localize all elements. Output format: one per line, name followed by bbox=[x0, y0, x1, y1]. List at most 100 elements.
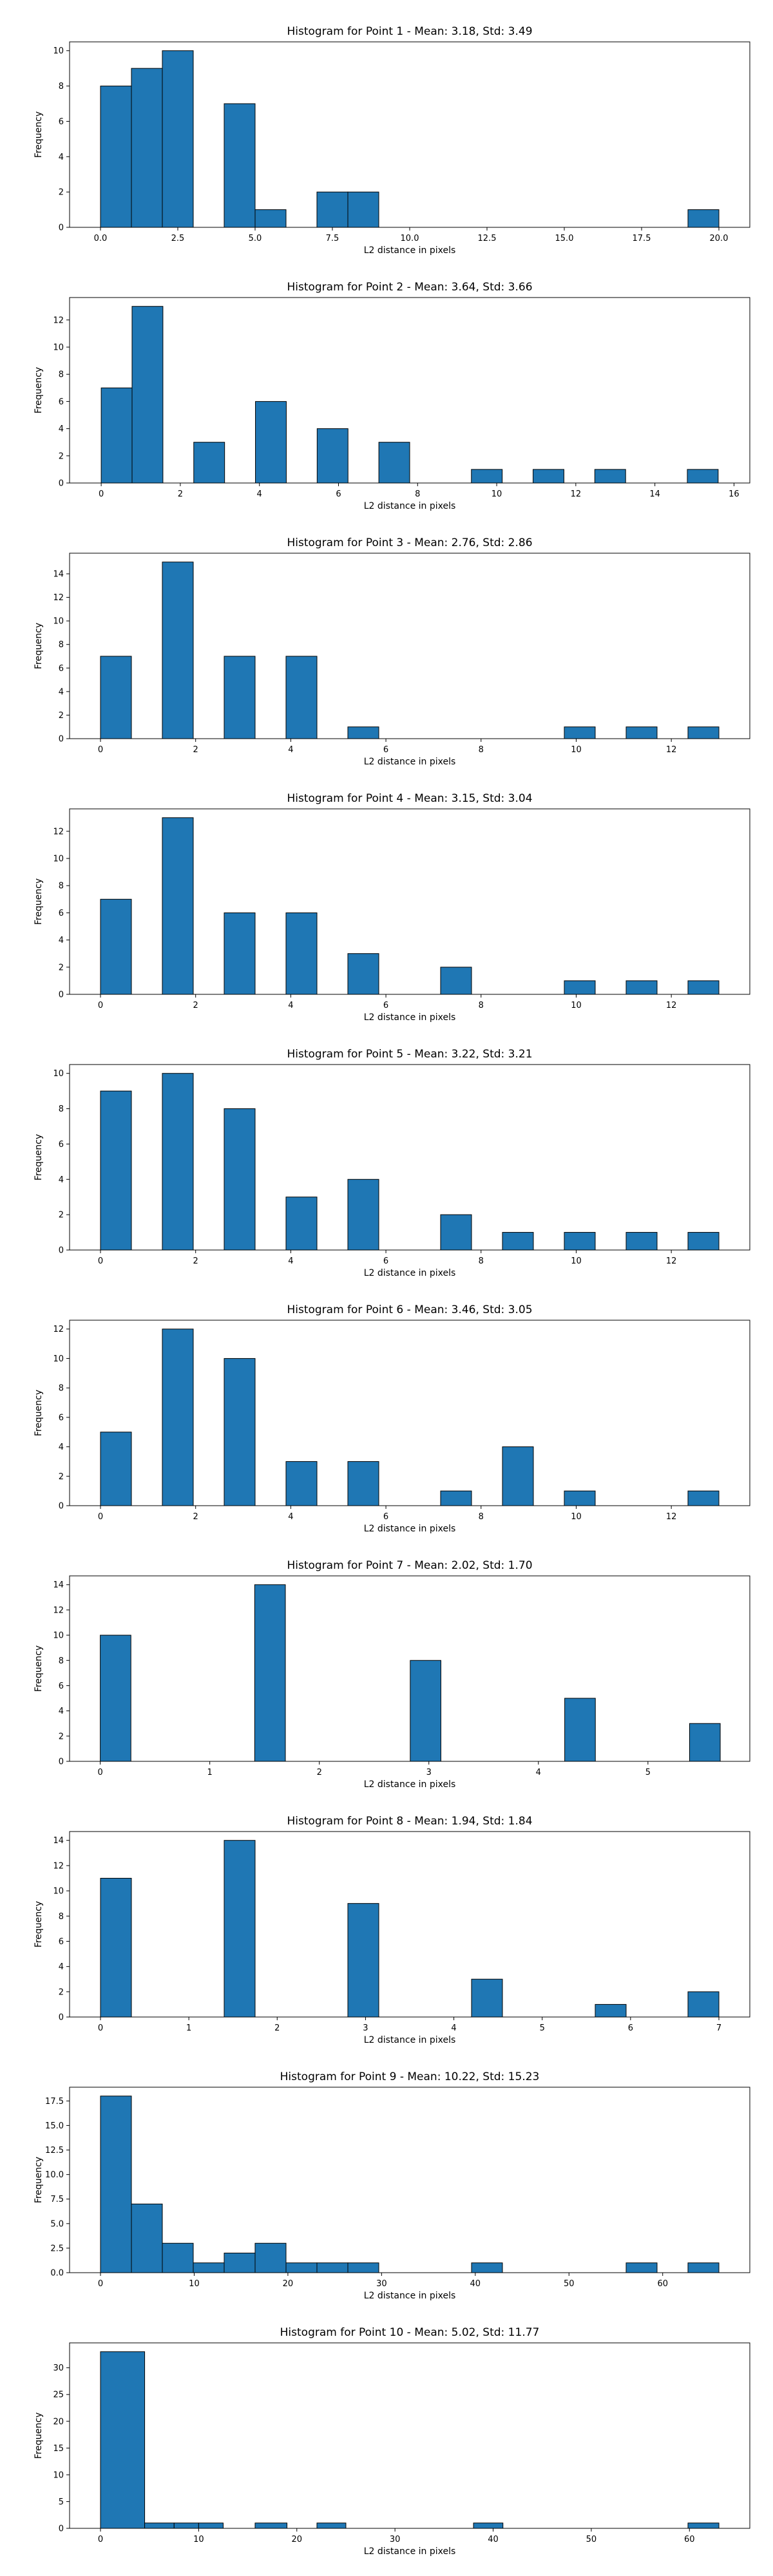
histogram-panel-3: Histogram for Point 3 - Mean: 2.76, Std:… bbox=[33, 536, 750, 767]
histogram-bar bbox=[502, 1446, 534, 1506]
x-tick-label: 14 bbox=[649, 489, 660, 499]
histogram-bar bbox=[687, 209, 720, 228]
y-tick-label: 10 bbox=[53, 2470, 64, 2480]
histogram-bar bbox=[564, 980, 596, 995]
x-tick-label: 5 bbox=[540, 2023, 545, 2033]
y-tick-label: 4 bbox=[59, 1443, 64, 1452]
histogram-bar bbox=[687, 980, 720, 995]
y-tick-label: 2 bbox=[59, 451, 64, 461]
y-tick-label: 0 bbox=[59, 735, 64, 744]
y-tick-label: 7.5 bbox=[50, 2195, 64, 2204]
x-tick-label: 10 bbox=[491, 489, 502, 499]
y-tick-label: 10.0 bbox=[45, 2170, 64, 2180]
x-tick-label: 60 bbox=[684, 2535, 695, 2544]
histogram-bar bbox=[471, 1978, 503, 2018]
histogram-panel-7: Histogram for Point 7 - Mean: 2.02, Std:… bbox=[33, 1559, 750, 1790]
histogram-bar bbox=[224, 1358, 256, 1506]
y-tick-label: 15.0 bbox=[45, 2121, 64, 2131]
y-tick-label: 25 bbox=[53, 2391, 64, 2400]
histogram-bar bbox=[689, 1723, 721, 1762]
x-tick-label: 10 bbox=[571, 745, 582, 755]
axes-frame bbox=[69, 808, 750, 995]
axes-frame bbox=[69, 297, 750, 484]
histogram-bar bbox=[625, 726, 658, 739]
y-tick-label: 10 bbox=[53, 1887, 64, 1897]
histogram-bar bbox=[100, 1090, 132, 1251]
x-axis-label: L2 distance in pixels bbox=[364, 501, 456, 511]
y-tick-label: 14 bbox=[53, 1580, 64, 1590]
histogram-bar bbox=[193, 442, 225, 484]
y-tick-label: 0 bbox=[59, 2524, 64, 2534]
x-axis-label: L2 distance in pixels bbox=[364, 2291, 456, 2301]
axes-frame bbox=[69, 1831, 750, 2018]
y-tick-label: 4 bbox=[59, 1962, 64, 1972]
axes-frame bbox=[69, 1575, 750, 1762]
x-tick-label: 0 bbox=[98, 2535, 103, 2544]
x-tick-label: 12.5 bbox=[478, 234, 497, 243]
y-tick-label: 6 bbox=[59, 1413, 64, 1423]
histogram-bar bbox=[564, 1698, 596, 1762]
x-tick-label: 20 bbox=[283, 2279, 294, 2289]
histogram-bar bbox=[100, 387, 133, 484]
y-tick-label: 2 bbox=[59, 1472, 64, 1482]
histogram-bar bbox=[687, 2262, 720, 2273]
y-axis-label: Frequency bbox=[33, 2157, 44, 2203]
x-axis-label: L2 distance in pixels bbox=[364, 2546, 456, 2557]
histogram-panel-4: Histogram for Point 4 - Mean: 3.15, Std:… bbox=[33, 792, 750, 1023]
x-axis-label: L2 distance in pixels bbox=[364, 1524, 456, 1534]
y-tick-label: 6 bbox=[59, 1140, 64, 1150]
histogram-panel-10: Histogram for Point 10 - Mean: 5.02, Std… bbox=[33, 2326, 750, 2557]
y-tick-label: 4 bbox=[59, 936, 64, 945]
histogram-bar bbox=[440, 1214, 472, 1251]
y-tick-label: 0.0 bbox=[50, 2269, 64, 2278]
chart-title: Histogram for Point 2 - Mean: 3.64, Std:… bbox=[287, 281, 532, 294]
histogram-bar bbox=[285, 2262, 318, 2273]
histogram-bar bbox=[254, 2523, 288, 2529]
histogram-bar bbox=[533, 469, 564, 484]
axes-frame bbox=[69, 2342, 750, 2529]
histogram-bar bbox=[100, 86, 132, 228]
histogram-bar bbox=[285, 656, 318, 739]
y-tick-label: 10 bbox=[53, 1631, 64, 1641]
y-tick-label: 4 bbox=[59, 1175, 64, 1185]
y-axis-label: Frequency bbox=[33, 1645, 44, 1692]
histogram-bar bbox=[100, 1634, 131, 1762]
y-tick-label: 2 bbox=[59, 963, 64, 972]
y-axis-label: Frequency bbox=[33, 1134, 44, 1180]
y-tick-label: 0 bbox=[59, 1246, 64, 1256]
y-tick-label: 12 bbox=[53, 1861, 64, 1871]
y-tick-label: 20 bbox=[53, 2417, 64, 2427]
y-tick-label: 12 bbox=[53, 1605, 64, 1615]
x-tick-label: 10 bbox=[571, 1001, 582, 1010]
histogram-panel-1: Histogram for Point 1 - Mean: 3.18, Std:… bbox=[33, 25, 750, 256]
histogram-bar bbox=[625, 1232, 658, 1251]
x-tick-label: 0 bbox=[98, 2279, 103, 2289]
y-tick-label: 8 bbox=[59, 1656, 64, 1666]
y-tick-label: 2 bbox=[59, 188, 64, 198]
y-tick-label: 10 bbox=[53, 343, 64, 353]
x-tick-label: 0 bbox=[98, 1512, 103, 1522]
histogram-bar bbox=[347, 726, 379, 739]
axes-frame bbox=[69, 1064, 750, 1251]
x-tick-label: 3 bbox=[363, 2023, 368, 2033]
y-tick-label: 0 bbox=[59, 2013, 64, 2023]
y-tick-label: 6 bbox=[59, 117, 64, 127]
histogram-bar bbox=[254, 2242, 287, 2273]
histogram-bar bbox=[687, 726, 720, 739]
histogram-bar bbox=[285, 1197, 318, 1251]
x-tick-label: 12 bbox=[666, 1256, 677, 1266]
histogram-bar bbox=[198, 2523, 224, 2529]
y-tick-label: 10 bbox=[53, 855, 64, 864]
histogram-bar bbox=[224, 656, 256, 739]
chart-title: Histogram for Point 8 - Mean: 1.94, Std:… bbox=[287, 1815, 532, 1828]
x-tick-label: 12 bbox=[666, 1001, 677, 1010]
y-tick-label: 12 bbox=[53, 593, 64, 603]
histogram-bar bbox=[471, 2262, 503, 2273]
x-tick-label: 0 bbox=[98, 745, 103, 755]
x-tick-label: 0 bbox=[98, 1256, 103, 1266]
histogram-bar bbox=[347, 1179, 379, 1251]
y-tick-label: 10 bbox=[53, 1069, 64, 1079]
histogram-bar bbox=[378, 442, 410, 484]
y-tick-label: 14 bbox=[53, 1836, 64, 1846]
y-tick-label: 6 bbox=[59, 1937, 64, 1947]
